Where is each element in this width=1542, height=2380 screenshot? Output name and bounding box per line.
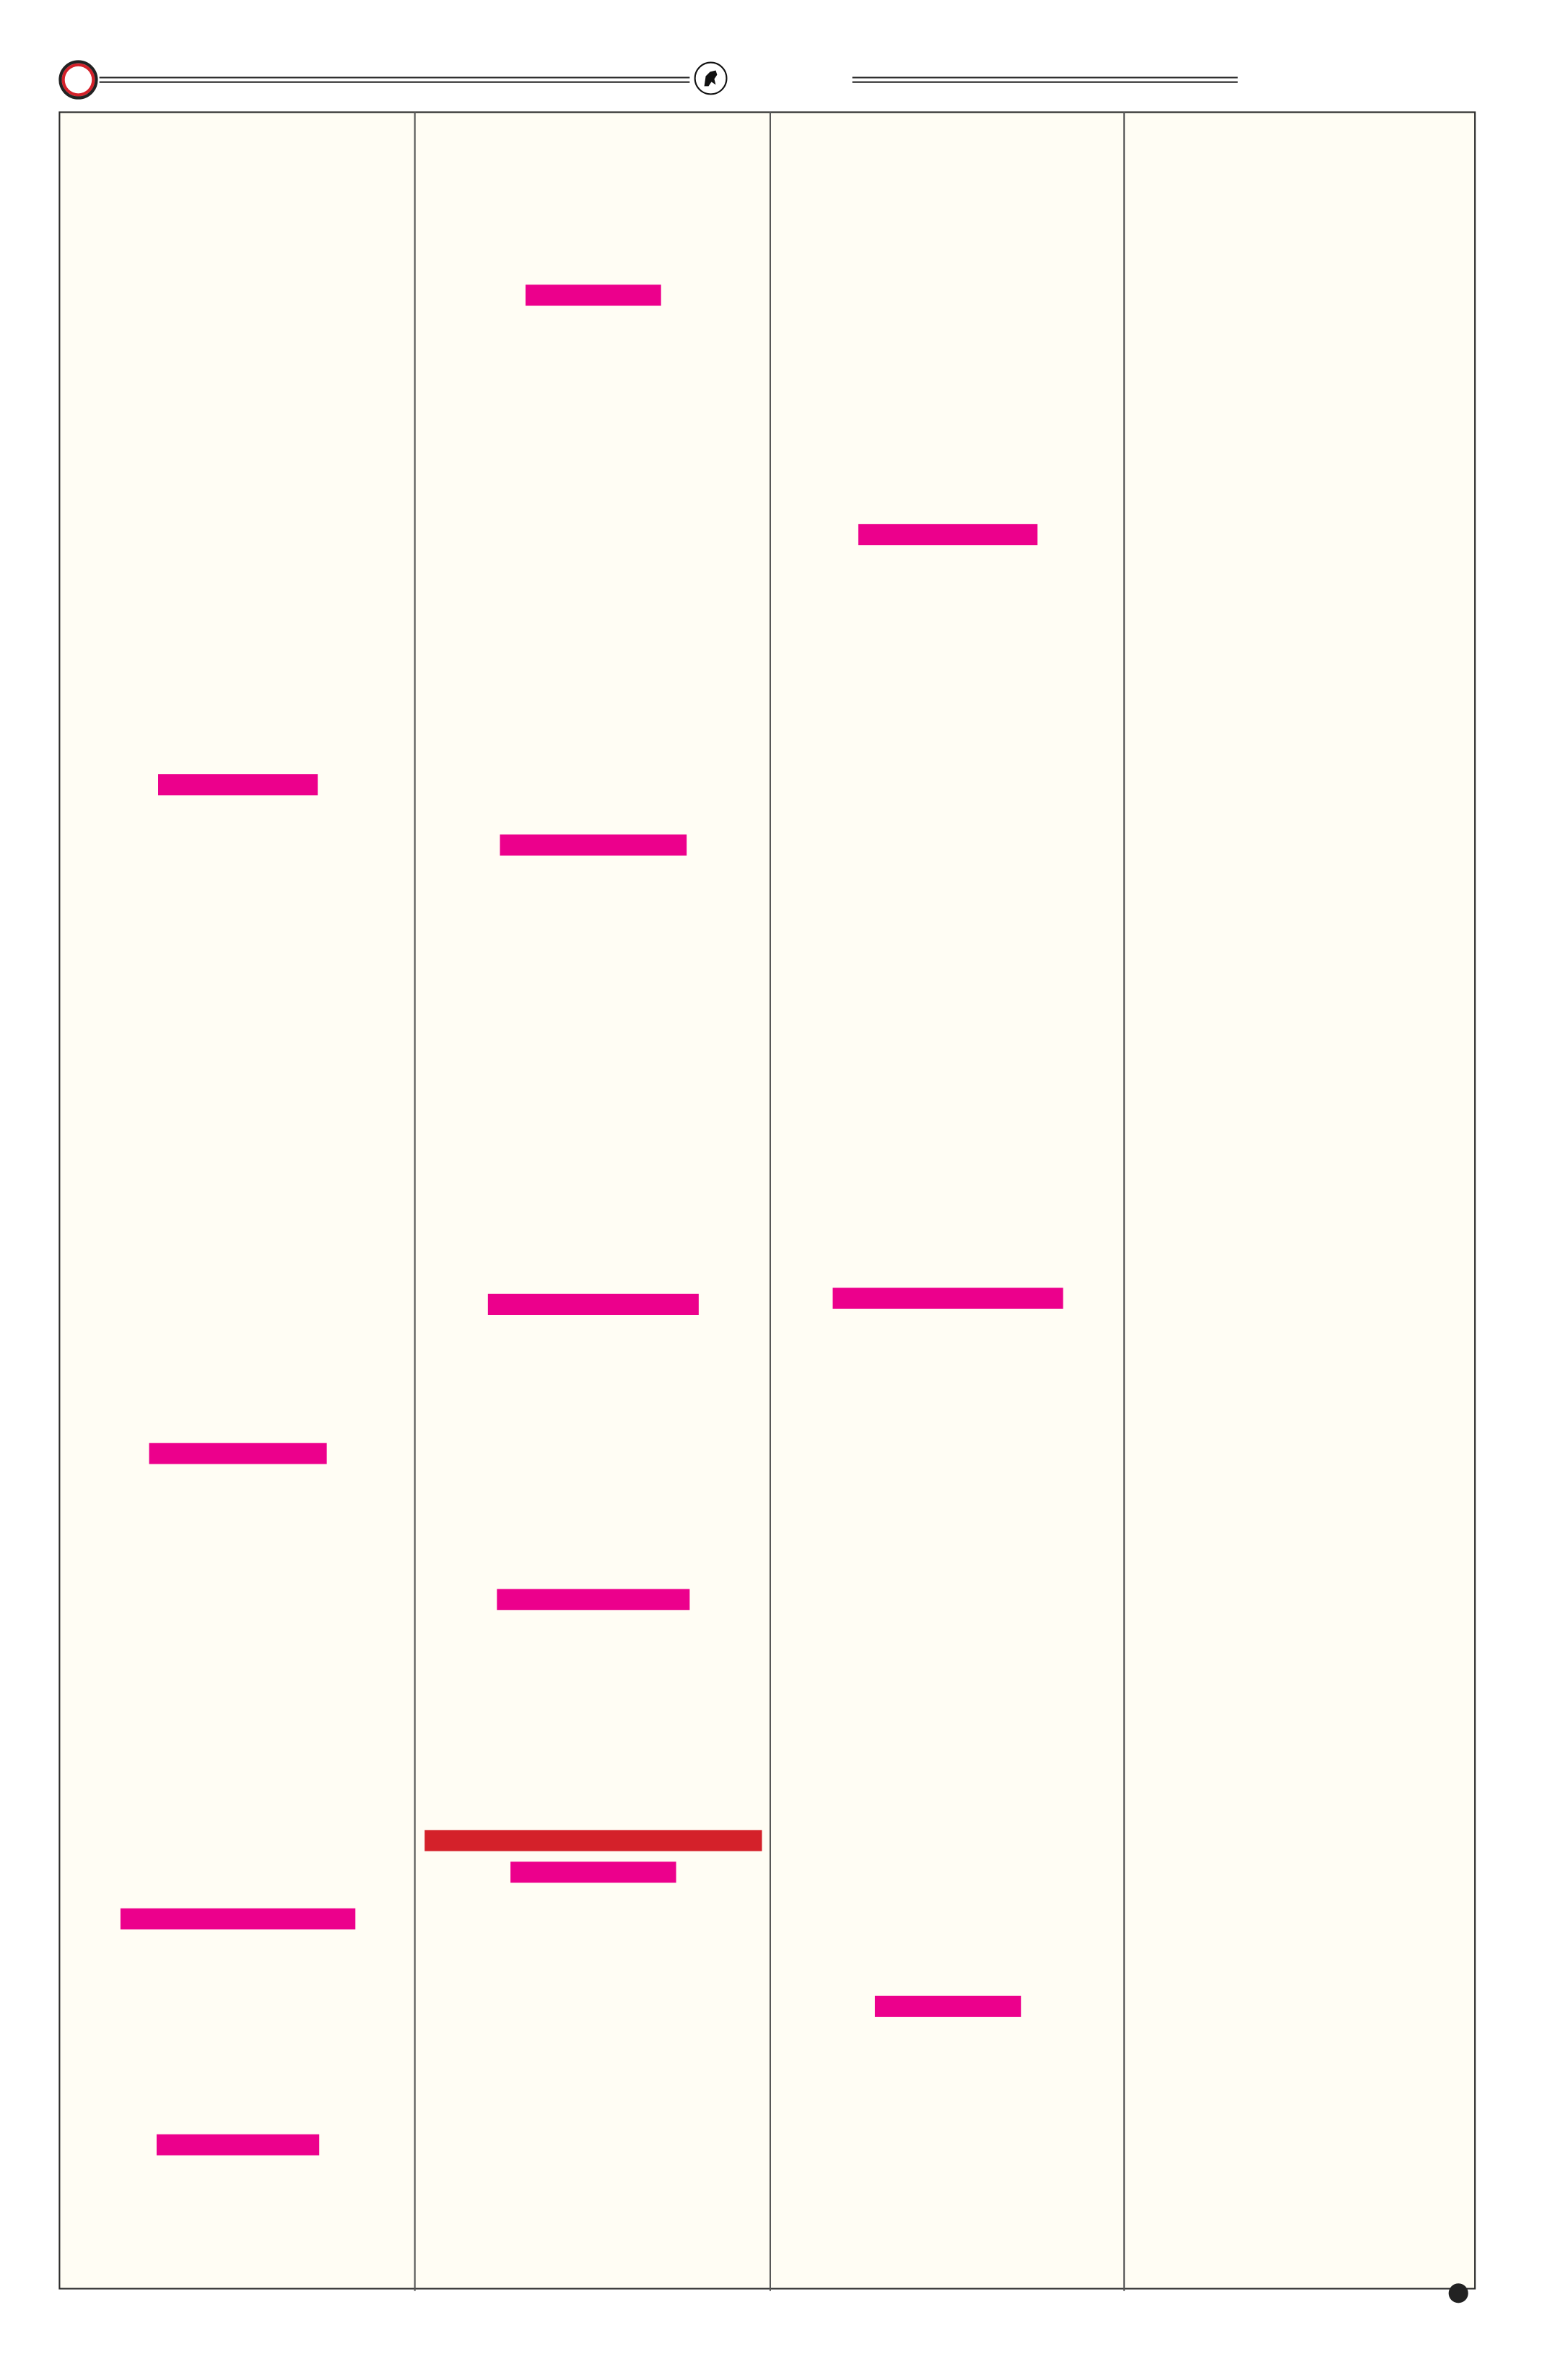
highlight-bar xyxy=(500,834,687,856)
column-divider xyxy=(1123,111,1125,2291)
highlight-bar xyxy=(158,774,318,796)
highlight-bar xyxy=(510,1862,676,1883)
highlight-bar xyxy=(525,285,661,306)
highlight-bar xyxy=(832,1287,1063,1309)
ring-icon xyxy=(58,60,98,100)
dot-icon xyxy=(1448,2283,1468,2303)
header-rule-left xyxy=(99,77,690,83)
column-divider xyxy=(414,111,416,2291)
header-rule-right xyxy=(852,77,1238,83)
content-frame xyxy=(58,111,1476,2290)
highlight-bar xyxy=(487,1293,699,1315)
red-bar xyxy=(424,1830,762,1851)
highlight-bar xyxy=(120,1908,356,1930)
highlight-bar xyxy=(156,2134,320,2155)
column-divider xyxy=(769,111,771,2291)
highlight-bar xyxy=(149,1443,327,1464)
highlight-bar xyxy=(874,1995,1022,2018)
highlight-bar xyxy=(858,524,1038,546)
highlight-bar xyxy=(497,1589,690,1610)
emblem-icon xyxy=(694,61,728,95)
